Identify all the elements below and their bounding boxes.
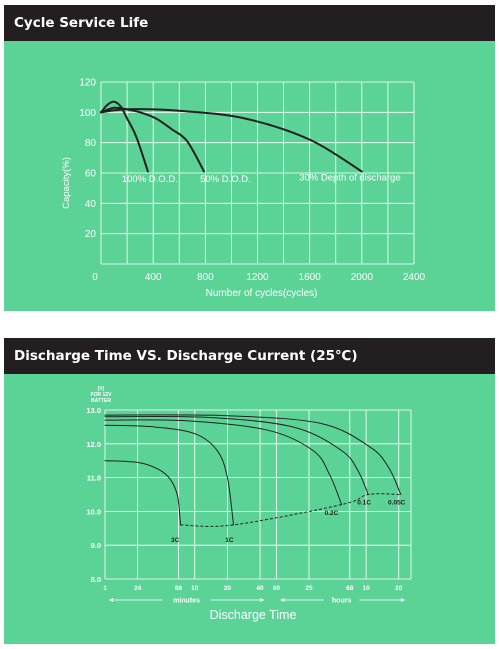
x-axis-label: Number of cycles(cycles) (206, 288, 318, 299)
series-curve (104, 460, 181, 526)
y-tick-label: 40 (85, 199, 97, 210)
discharge-title: Discharge Time VS. Discharge Current (25… (4, 338, 495, 374)
y-axis-label: Capacity(%) (61, 157, 72, 209)
minutes-label: minutes (173, 598, 200, 605)
x-tick-label: 40 (256, 585, 264, 592)
series-curve (104, 414, 402, 495)
series-label: 0.2C (325, 510, 339, 517)
x-tick-label: 10 (363, 585, 371, 592)
series-label: 0.05C (388, 500, 406, 507)
x-tick-label: 800 (197, 272, 214, 283)
y-tick-label: 120 (79, 78, 96, 89)
y-tick-label: 12.0 (86, 440, 101, 449)
x-tick-label: 2000 (351, 272, 374, 283)
hours-arrowhead-right (400, 598, 405, 602)
x-tick-label: 25 (305, 585, 313, 592)
discharge-chart: 8.0 9.0 10.0 11.0 12.0 13.0 1 24 68 10 20 40 60 25 68 1… (86, 386, 412, 622)
series-label: 1C (225, 537, 234, 544)
x-tick-label: 0 (92, 272, 98, 283)
y-axis-label: BATTER (91, 398, 111, 404)
cycle-life-title: Cycle Service Life (4, 5, 495, 41)
hours-label: hours (332, 598, 352, 605)
y-tick-label: 20 (85, 229, 97, 240)
y-tick-label: 10.0 (86, 507, 101, 516)
series-label: 0.1C (357, 500, 371, 507)
x-axis-label: Discharge Time (210, 608, 297, 622)
x-tick-label: 68 (346, 585, 354, 592)
x-tick-label: 1 (103, 585, 107, 592)
y-tick-label: 80 (85, 138, 97, 149)
x-tick-label: 1200 (246, 272, 269, 283)
minutes-arrowhead-left (109, 598, 113, 602)
y-axis-label: (V) (98, 386, 105, 392)
series-curve (100, 108, 363, 173)
y-axis-label: FOR 12V (91, 392, 113, 398)
y-tick-label: 13.0 (86, 406, 101, 415)
x-tick-label: 24 (134, 585, 142, 592)
series-curve (100, 100, 149, 173)
series-curve (104, 419, 343, 506)
y-tick-label: 9.0 (91, 541, 101, 550)
minutes-arrowhead-right (260, 598, 265, 602)
y-tick-label: 60 (85, 169, 97, 180)
y-tick-label: 100 (79, 108, 96, 119)
cycle-life-panel: Cycle Service Life 20 40 60 80 100 120 0 400 800… (4, 5, 495, 311)
hours-arrowhead-left (280, 598, 285, 602)
y-tick-label: 8.0 (91, 575, 101, 584)
series-label: 30% Depth of discharge (299, 173, 400, 184)
x-tick-label: 10 (191, 585, 199, 592)
x-tick-label: 400 (145, 272, 162, 283)
x-tick-label: 2400 (403, 272, 426, 283)
discharge-panel: Discharge Time VS. Discharge Current (25… (4, 338, 495, 644)
cycle-life-chart-area: 20 40 60 80 100 120 0 400 800 1200 1600 2000 2400 100… (4, 41, 495, 311)
series-curve (104, 415, 369, 495)
x-tick-label: 20 (395, 585, 403, 592)
series-curve (100, 106, 205, 173)
cutoff-line (180, 493, 401, 527)
series-label: 50% D.O.D. (200, 174, 251, 185)
series-label: 3C (171, 537, 180, 544)
x-tick-label: 60 (273, 585, 281, 592)
x-tick-label: 68 (175, 585, 183, 592)
series-curve (104, 424, 234, 526)
discharge-chart-area: 8.0 9.0 10.0 11.0 12.0 13.0 1 24 68 10 20 40 60 25 68 1… (4, 374, 495, 644)
series-label: 100% D.O.D. (122, 174, 178, 185)
y-tick-label: 11.0 (87, 474, 101, 483)
x-tick-label: 20 (224, 585, 232, 592)
x-tick-label: 1600 (299, 272, 322, 283)
